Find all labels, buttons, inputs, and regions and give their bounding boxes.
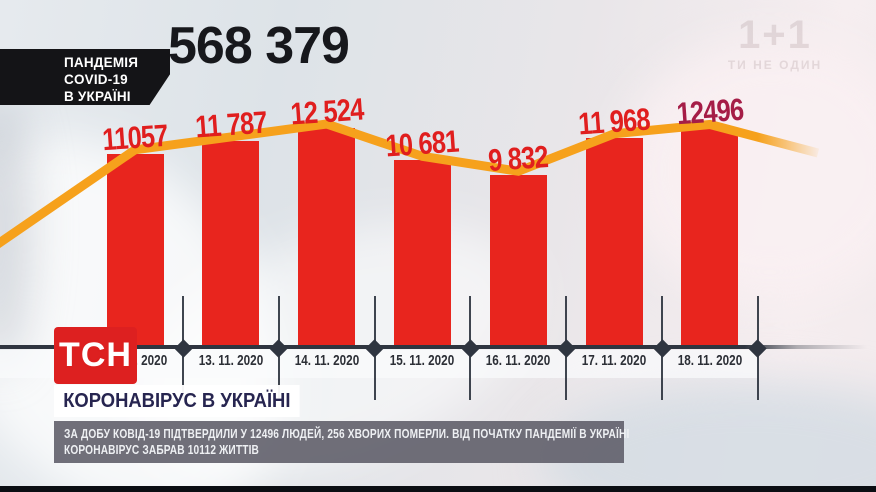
bar-value-label: 10 681 [384, 123, 460, 164]
date-label: 17. 11. 2020 [581, 352, 647, 369]
bar-value-label: 12496 [675, 92, 745, 132]
date-label: 18. 11. 2020 [677, 352, 743, 369]
oneplusone-logo: 1+1 [738, 13, 812, 57]
bar [298, 128, 356, 349]
badge-line: ПАНДЕМІЯ [64, 55, 139, 70]
news-caption-bar: ЗА ДОБУ КОВІД-19 ПІДТВЕРДИЛИ У 12496 ЛЮД… [54, 421, 630, 463]
date-label: 13. 11. 2020 [198, 352, 264, 369]
bar-value-label: 11 968 [577, 101, 651, 142]
bar [681, 128, 739, 349]
date-label: 16. 11. 2020 [486, 352, 551, 369]
tsn-channel-logo: ТСН [54, 327, 137, 384]
bar-value-label: 9 832 [487, 139, 550, 179]
bar-value-label: 11 787 [193, 104, 268, 145]
channel-watermark: 1+1 ТИ НЕ ОДИН [715, 14, 835, 72]
bar [393, 160, 451, 349]
bar [106, 153, 164, 349]
headline: КОРОНАВІРУС В УКРАЇНІ [54, 385, 300, 417]
bar [489, 175, 547, 349]
caption-line: ЗА ДОБУ КОВІД-19 ПІДТВЕРДИЛИ У 12496 ЛЮД… [64, 426, 630, 441]
badge-line: COVID-19 [64, 72, 128, 87]
bar-value-label: 11057 [101, 117, 169, 157]
bottom-edge-bar [0, 486, 876, 492]
total-confirmed-count: 568 379 [168, 17, 350, 75]
date-label: 14. 11. 2020 [294, 352, 359, 369]
watermark-tagline: ТИ НЕ ОДИН [727, 58, 823, 72]
bar-value-label: 12 524 [289, 91, 365, 132]
pandemic-badge: ПАНДЕМІЯ COVID-19 В УКРАЇНІ [0, 49, 170, 105]
bar [202, 140, 260, 349]
caption-line: КОРОНАВІРУС ЗАБРАВ 10112 ЖИТТІВ [64, 442, 260, 457]
date-label: 15. 11. 2020 [390, 352, 455, 369]
bar [585, 137, 643, 349]
